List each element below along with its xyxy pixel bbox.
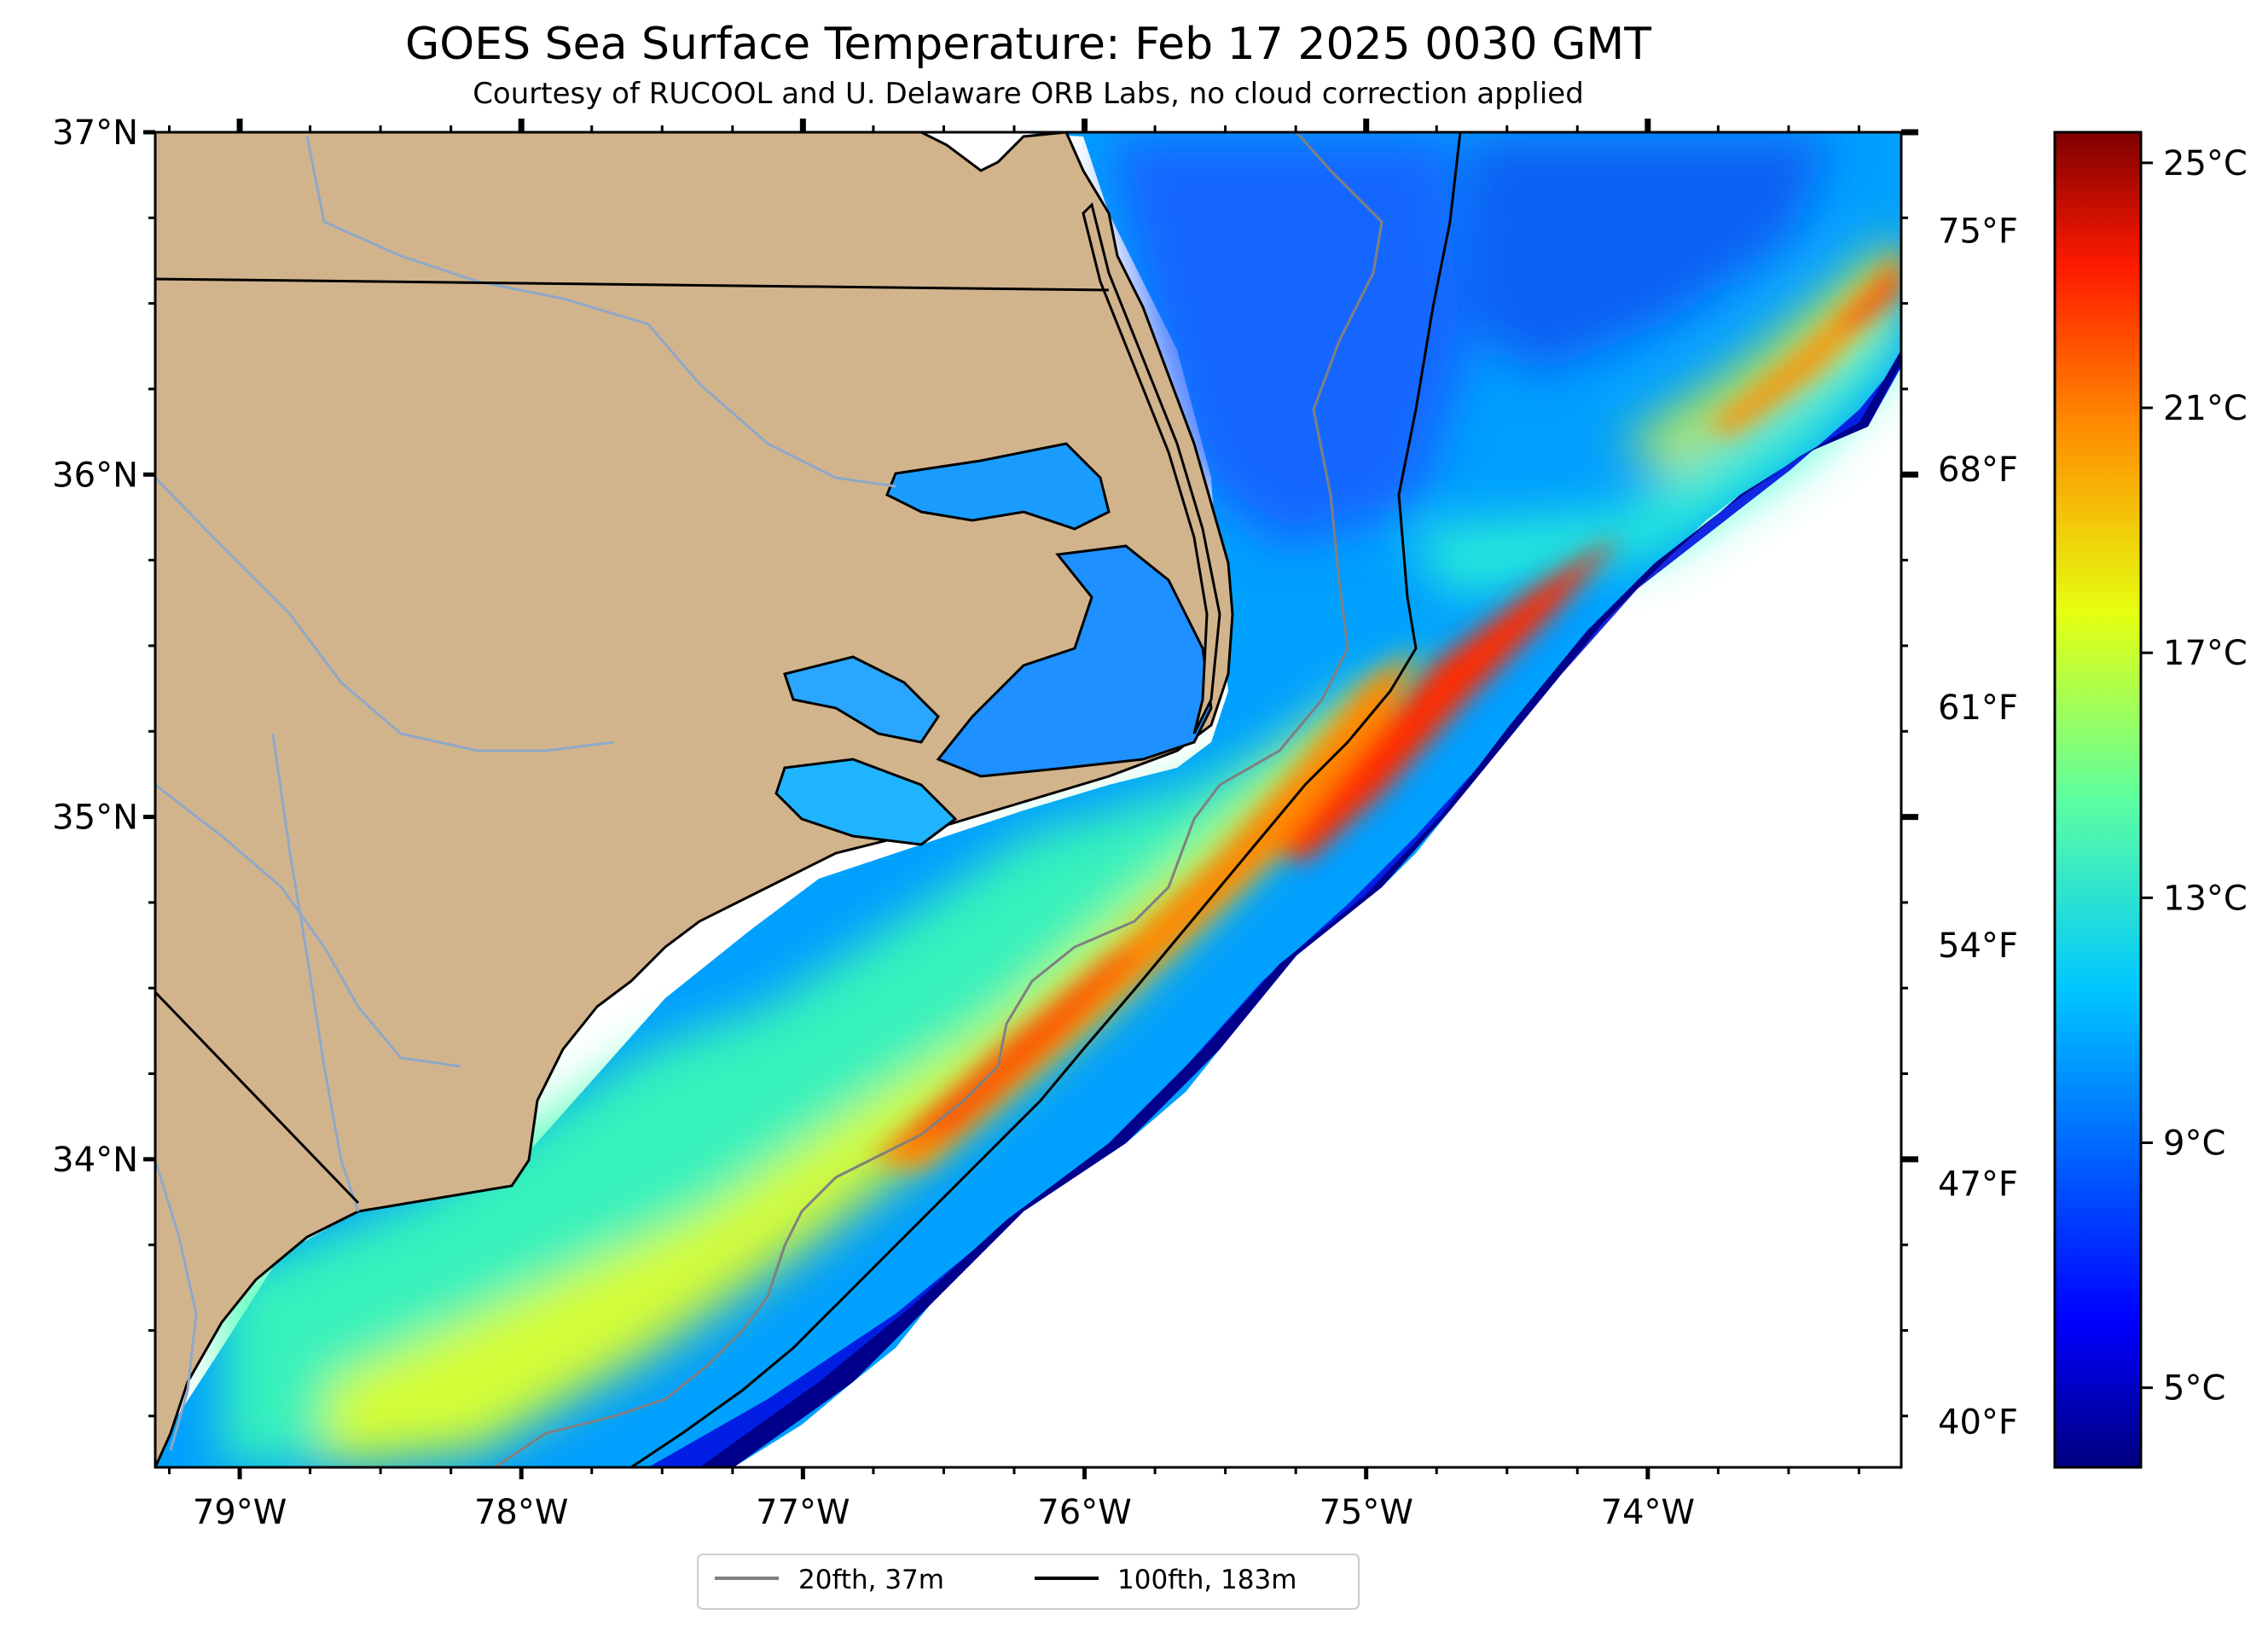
tar-river [155, 476, 615, 752]
sst-red-northeast [1842, 264, 1901, 333]
celsius-label: 17°C [2163, 634, 2248, 673]
colorbar-fahrenheit-ticks: 75°F 68°F 61°F 54°F 47°F 40°F [1938, 212, 2018, 1443]
celsius-label: 9°C [2163, 1124, 2225, 1164]
sst-shelf-green-south [222, 648, 1450, 1467]
legend-label-100fth: 100fth, 183m [1117, 1565, 1296, 1595]
sst-cyan-band [1407, 282, 1901, 597]
lat-label: 34°N [52, 1141, 138, 1180]
pee-dee-river [155, 1159, 198, 1451]
latitude-axis: 37°N 36°N 35°N 34°N [52, 113, 1918, 1180]
lat-label: 37°N [52, 113, 138, 153]
fahrenheit-label: 47°F [1938, 1164, 2018, 1204]
celsius-label: 13°C [2163, 879, 2248, 918]
fahrenheit-label: 54°F [1938, 926, 2018, 966]
legend: 20fth, 37m 100fth, 183m [697, 1554, 1360, 1610]
legend-label-20fth: 20fth, 37m [798, 1565, 944, 1595]
chart-subtitle: Courtesy of RUCOOL and U. Delaware ORB L… [473, 77, 1584, 111]
sst-yellow-northeast [1621, 230, 1901, 478]
celsius-label: 25°C [2163, 144, 2248, 183]
isobath-100fth [630, 132, 1462, 1467]
fahrenheit-label: 61°F [1938, 688, 2018, 728]
isobath-20fth [494, 132, 1383, 1467]
lat-label: 35°N [52, 799, 138, 838]
va-nc-border [155, 277, 1110, 292]
lon-label: 75°W [1319, 1493, 1412, 1532]
neuse-estuary [783, 655, 940, 744]
cape-fear-river [271, 733, 360, 1212]
colorbar-gradient [2053, 131, 2143, 1469]
longitude-axis: 79°W 78°W 77°W 76°W 75°W 74°W [193, 119, 1695, 1532]
sst-offshore-blue-east [1467, 136, 1834, 375]
bathymetry-contours [494, 132, 1462, 1467]
albemarle-sound [885, 442, 1111, 531]
pamlico-sound [936, 544, 1213, 778]
sst-orange-northeast [1706, 247, 1901, 435]
lat-label: 36°N [52, 456, 138, 495]
sst-field [155, 132, 1901, 1467]
chart-title: GOES Sea Surface Temperature: Feb 17 202… [404, 19, 1652, 70]
fahrenheit-label: 40°F [1938, 1403, 2018, 1443]
lon-label: 77°W [756, 1493, 850, 1532]
celsius-label: 21°C [2163, 389, 2248, 428]
legend-box [697, 1554, 1360, 1610]
core-sound [774, 758, 958, 846]
sst-gulf-stream-red [1279, 537, 1621, 862]
lon-label: 79°W [193, 1493, 287, 1532]
neuse-river [155, 783, 461, 1068]
minor-ticks [148, 125, 1908, 1474]
colorbar: 25°C 21°C 17°C 13°C 9°C 5°C 75°F 68°F 61°F 54°F 4… [1938, 131, 2248, 1469]
outer-banks [1082, 202, 1221, 735]
state-boundaries [155, 277, 1110, 1205]
sst-yellow-band [324, 682, 1382, 1467]
sst-map [155, 132, 1901, 1467]
nc-sc-border [155, 990, 360, 1205]
celsius-label: 5°C [2163, 1369, 2225, 1408]
sounds-water [774, 202, 1221, 846]
sst-offshore-blue [1109, 136, 1467, 546]
fahrenheit-label: 75°F [1938, 212, 2018, 252]
roanoke-river [305, 136, 896, 488]
lon-label: 78°W [474, 1493, 568, 1532]
fahrenheit-label: 68°F [1938, 450, 2018, 490]
lon-label: 76°W [1037, 1493, 1131, 1532]
colorbar-celsius-ticks: 25°C 21°C 17°C 13°C 9°C 5°C [2141, 144, 2248, 1408]
sst-gulf-stream-red-south [896, 947, 1143, 1143]
lon-label: 74°W [1601, 1493, 1695, 1532]
rivers [155, 136, 896, 1451]
map-frame [154, 131, 1903, 1469]
